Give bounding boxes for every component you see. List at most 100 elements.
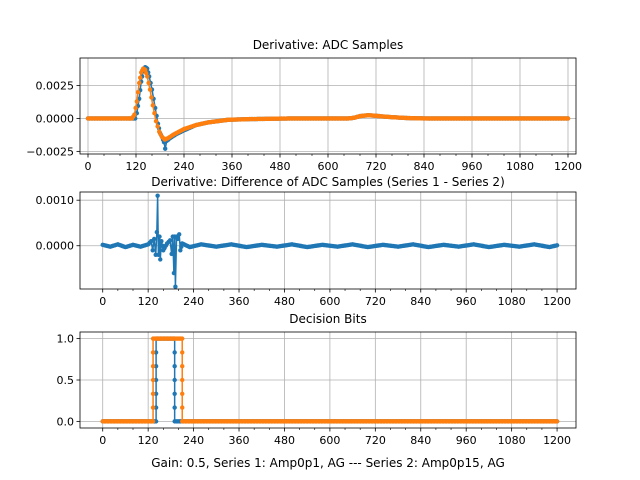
y-tick-label: 0.0000 [36,112,75,125]
x-axis-label: Gain: 0.5, Series 1: Amp0p1, AG --- Seri… [151,456,505,470]
y-tick-label: 0.5 [57,374,75,387]
data-point [554,419,560,424]
x-tick-label: 120 [138,295,159,308]
x-tick-label: 600 [319,434,340,447]
x-tick-label: 120 [126,160,147,173]
data-point [153,419,159,424]
x-tick-label: 1200 [554,160,582,173]
data-point [180,405,185,410]
x-tick-label: 960 [456,295,477,308]
data-point [150,350,156,355]
x-tick-label: 720 [365,434,386,447]
data-point [135,89,141,95]
x-tick-label: 1200 [543,295,571,308]
data-point [134,99,139,104]
y-axis-ticks: −0.0025 0.0000 0.0025 [26,80,80,158]
subplot-adc-samples: Derivative: ADC Samples 0 120 240 360 480 600… [26,38,582,173]
x-tick-label: 600 [318,160,339,173]
data-point [148,238,154,244]
data-point [150,103,155,108]
data-point [180,364,185,369]
x-tick-label: 960 [462,160,483,173]
series-markers-1 [100,193,560,289]
grid-lines [80,58,576,154]
data-point [155,193,160,198]
subplot-decision-bits: 0 120 240 360 480 600 720 840 960 1080 1200 0.0 0.5… [57,312,577,447]
data-point [167,238,173,243]
x-tick-label: 240 [183,434,204,447]
x-tick-label: 0 [99,295,106,308]
data-point [137,80,142,86]
data-point [163,146,168,151]
y-tick-label: 0.0025 [36,80,75,93]
data-series [100,336,560,424]
data-point [171,270,177,276]
y-tick-label: 0.0000 [36,240,75,253]
data-point [565,116,571,121]
x-tick-label: 1080 [498,295,526,308]
data-point [145,74,150,79]
x-tick-label: 720 [366,160,387,173]
y-tick-label: 0.0010 [36,194,75,207]
x-axis-ticks: 0 120 240 360 480 600 720 840 960 1080 1200 [85,154,582,173]
data-point [156,252,161,258]
x-tick-label: 360 [229,434,250,447]
x-tick-label: 0 [85,160,92,173]
data-point [172,377,177,383]
data-point [180,391,185,396]
data-point [158,257,163,262]
data-point [147,87,153,92]
data-point [172,405,177,410]
subplot-title: Decision Bits [289,312,366,326]
data-point [152,236,157,242]
data-point [150,391,156,396]
x-tick-label: 240 [183,295,204,308]
x-tick-label: 840 [410,295,431,308]
x-tick-label: 0 [99,434,106,447]
data-point [133,105,138,111]
x-tick-label: 1080 [506,160,534,173]
data-point [172,364,177,369]
data-point [150,364,156,369]
x-tick-label: 600 [319,295,340,308]
data-point [150,248,155,253]
y-axis-ticks: 0.0000 0.0010 [36,194,80,253]
data-point [155,124,160,129]
data-point [138,75,143,80]
data-point [177,232,182,237]
x-tick-label: 120 [138,434,159,447]
data-point [149,95,154,100]
data-point [172,391,177,396]
data-point [175,236,180,242]
x-tick-label: 480 [274,295,295,308]
data-point [153,405,159,410]
y-tick-label: 1.0 [57,333,75,346]
x-tick-label: 960 [456,434,477,447]
subplot-title: Derivative: ADC Samples [253,38,404,52]
series-markers-2 [85,66,571,142]
data-point [180,336,185,341]
y-axis-ticks: 0.0 0.5 1.0 [57,333,80,428]
x-axis-ticks: 0 120 240 360 480 600 720 840 960 1080 1200 [99,289,571,308]
data-point [153,364,159,369]
x-tick-label: 1080 [498,434,526,447]
data-point [153,350,159,355]
data-point [153,118,159,124]
x-tick-label: 840 [414,160,435,173]
y-tick-label: 0.0 [57,415,75,428]
x-tick-label: 360 [222,160,243,173]
data-point [153,377,159,383]
data-series [100,193,560,289]
series-markers-2 [100,336,560,424]
data-point [157,234,162,239]
data-point [180,377,185,383]
data-point [132,112,137,117]
axes-frame [79,191,577,290]
data-series [85,65,571,151]
x-tick-label: 840 [410,434,431,447]
y-tick-label: −0.0025 [26,145,74,158]
data-point [178,248,183,253]
x-tick-label: 480 [274,434,295,447]
